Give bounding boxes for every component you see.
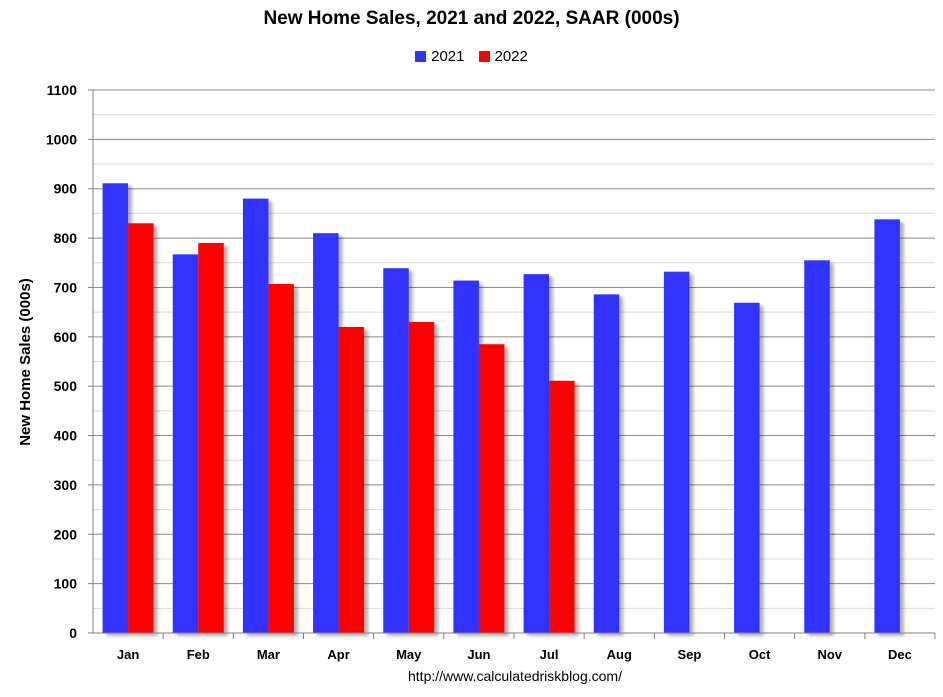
bar-2021-may	[383, 268, 409, 633]
bar-2021-aug	[593, 294, 620, 633]
legend-swatch-2021	[415, 51, 427, 62]
x-tick-label-oct: Oct	[749, 647, 771, 662]
bar-2022-jul	[549, 380, 575, 633]
x-tick-label-apr: Apr	[327, 647, 349, 662]
legend-label-2021: 2021	[431, 48, 465, 65]
x-tick-label-aug: Aug	[607, 647, 632, 662]
x-tick-label-dec: Dec	[888, 647, 912, 662]
bar-2022-mar	[268, 283, 294, 633]
bar-2021-jul	[523, 274, 550, 633]
bar-2022-jun	[478, 344, 505, 633]
x-tick-label-sep: Sep	[677, 647, 701, 662]
x-tick-label-may: May	[396, 647, 422, 662]
bar-2021-nov	[804, 260, 830, 633]
legend-swatch-2022	[478, 51, 490, 62]
bar-2021-mar	[242, 198, 269, 633]
y-tick-label: 800	[54, 230, 78, 246]
y-tick-label: 1000	[46, 131, 77, 147]
y-tick-label: 200	[54, 526, 78, 542]
y-tick-label: 400	[54, 428, 78, 444]
y-tick-label: 100	[54, 576, 78, 592]
legend-item-2021: 2021	[415, 48, 465, 65]
legend: 2021 2022	[0, 48, 943, 65]
x-tick-label-feb: Feb	[187, 647, 210, 662]
bar-2022-feb	[198, 243, 224, 633]
x-tick-label-jul: Jul	[540, 647, 559, 662]
bar-2021-feb	[172, 254, 199, 633]
y-tick-label: 900	[54, 181, 78, 197]
bar-2021-sep	[663, 271, 690, 633]
bar-2021-apr	[313, 233, 339, 633]
legend-item-2022: 2022	[478, 48, 528, 65]
x-tick-label-nov: Nov	[817, 647, 842, 662]
bar-2021-dec	[874, 219, 900, 633]
bar-2022-apr	[338, 326, 365, 633]
x-tick-label-mar: Mar	[257, 647, 280, 662]
bar-2021-oct	[734, 302, 760, 633]
y-tick-label: 300	[54, 477, 78, 493]
chart-title: New Home Sales, 2021 and 2022, SAAR (000…	[263, 8, 680, 29]
source-url: http://www.calculatedriskblog.com/	[408, 668, 622, 684]
bar-2021-jun	[453, 280, 479, 633]
y-tick-label: 700	[54, 279, 78, 295]
x-tick-label-jan: Jan	[117, 647, 139, 662]
y-tick-label: 0	[69, 625, 77, 641]
bar-2022-jan	[128, 223, 154, 634]
y-tick-label: 500	[54, 378, 78, 394]
x-tick-label-jun: Jun	[467, 647, 490, 662]
legend-label-2022: 2022	[494, 48, 528, 65]
y-tick-label: 1100	[47, 82, 78, 98]
bar-2022-may	[408, 322, 435, 633]
y-tick-label: 600	[54, 329, 78, 345]
y-axis-title: New Home Sales (000s)	[17, 278, 34, 446]
bar-2021-jan	[102, 183, 129, 633]
